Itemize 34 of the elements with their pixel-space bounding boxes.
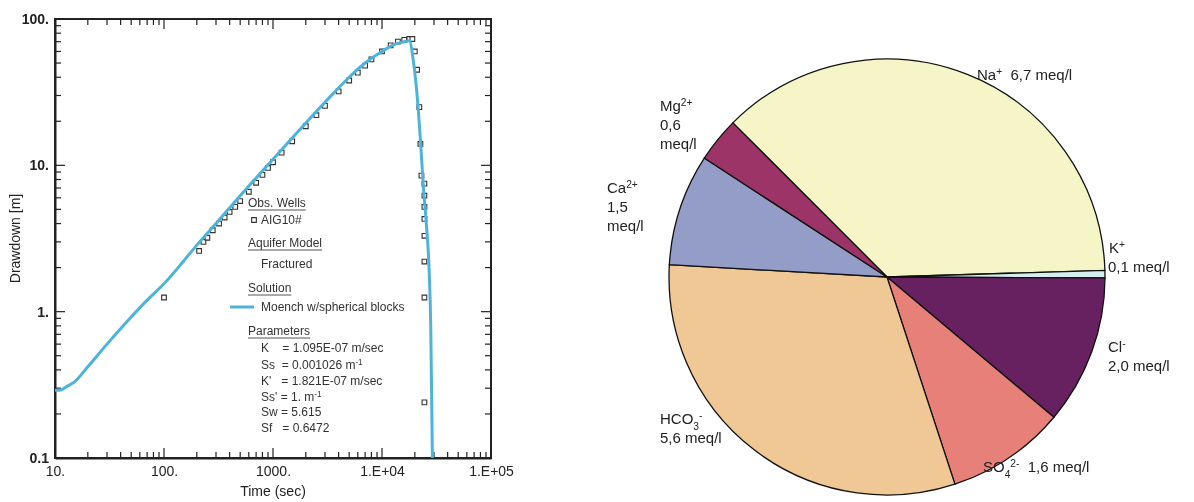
y-tick-label: 1. bbox=[37, 303, 49, 320]
slice-label: Na$^{+}$ bbox=[977, 65, 1003, 83]
annotation: K' = 1.821E-07 m/sec bbox=[261, 374, 383, 388]
y-tick-label: 10. bbox=[29, 157, 49, 174]
slice-label: Cl$^{-}$ bbox=[1108, 337, 1126, 355]
data-label: 0,1 meq/l bbox=[1108, 258, 1170, 275]
x-tick-label: 1.E+05 bbox=[469, 462, 515, 479]
annotation: Parameters bbox=[248, 324, 311, 338]
data-label: 5,6 meq/l bbox=[660, 429, 722, 446]
x-tick-label: 1.E+04 bbox=[360, 462, 406, 479]
annotation: K = 1.095E-07 m/sec bbox=[261, 341, 384, 355]
slice-label: Mg$^{2+}$ bbox=[660, 96, 693, 114]
data-label: 2,0 meq/l bbox=[1108, 357, 1170, 374]
annotation: Solution bbox=[248, 281, 292, 295]
annotation: Ss = 0.001026 m$^{-1}$ bbox=[261, 357, 364, 372]
data-label: 1,6 meq/l bbox=[1019, 458, 1090, 475]
x-tick-label: 100. bbox=[150, 462, 179, 479]
annotation: Obs. Wells bbox=[248, 196, 306, 210]
slice-label: Ca$^{2+}$ bbox=[607, 178, 638, 196]
data-label: 6,7 meq/l bbox=[1002, 66, 1073, 83]
annotation: Sf = 0.6472 bbox=[261, 421, 330, 435]
slice-label: K$^{+}$ bbox=[1109, 238, 1126, 256]
annotation: Ss' = 1. m$^{-1}$ bbox=[261, 389, 323, 404]
legend-label: AIG10# bbox=[261, 213, 303, 227]
annotation: Sw = 5.615 bbox=[261, 405, 322, 419]
annotation: Aquifer Model bbox=[248, 236, 323, 250]
data-label: 0,6 meq/l bbox=[660, 116, 697, 152]
x-tick-label: 1000. bbox=[255, 462, 292, 479]
legend-label: Moench w/spherical blocks bbox=[261, 300, 405, 314]
annotation: Fractured bbox=[261, 257, 313, 271]
y-tick-label: 100. bbox=[21, 10, 49, 27]
data-label: 1,5 meq/l bbox=[607, 198, 644, 234]
y-axis-title: Drawdown [m] bbox=[7, 193, 23, 284]
x-axis-title: Time (sec) bbox=[240, 483, 306, 499]
